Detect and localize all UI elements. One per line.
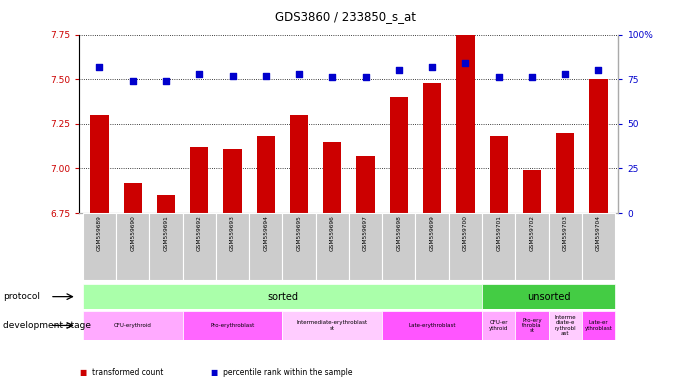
Text: GSM559701: GSM559701 [496, 215, 501, 251]
Bar [556, 133, 574, 213]
Text: GSM559697: GSM559697 [363, 215, 368, 251]
Text: GSM559692: GSM559692 [197, 215, 202, 251]
Bar [216, 213, 249, 280]
Text: Interme
diate-e
rythrobl
ast: Interme diate-e rythrobl ast [554, 315, 576, 336]
Point [360, 74, 371, 81]
Bar [390, 97, 408, 213]
Bar [190, 147, 209, 213]
Bar [323, 142, 341, 213]
Point [94, 64, 105, 70]
Text: CFU-er
ythroid: CFU-er ythroid [489, 320, 509, 331]
Point [227, 73, 238, 79]
Text: ■: ■ [79, 368, 86, 377]
Point [426, 64, 437, 70]
Text: protocol: protocol [3, 292, 41, 301]
Text: development stage: development stage [3, 321, 91, 330]
Text: GSM559695: GSM559695 [296, 215, 301, 251]
Text: GSM559698: GSM559698 [397, 215, 401, 251]
Bar [489, 136, 508, 213]
Point [527, 74, 538, 81]
Text: CFU-erythroid: CFU-erythroid [114, 323, 151, 328]
Bar [523, 170, 541, 213]
Bar [456, 35, 475, 213]
Bar [482, 311, 515, 340]
Bar [515, 311, 549, 340]
Text: GSM559700: GSM559700 [463, 215, 468, 251]
Point [560, 71, 571, 77]
Text: unsorted: unsorted [527, 291, 570, 302]
Bar [124, 183, 142, 213]
Text: GSM559696: GSM559696 [330, 215, 335, 251]
Point [294, 71, 305, 77]
Text: Late-er
ythroblast: Late-er ythroblast [585, 320, 612, 331]
Bar [83, 213, 116, 280]
Bar [316, 213, 349, 280]
Text: Pro-erythroblast: Pro-erythroblast [210, 323, 255, 328]
Text: GSM559691: GSM559691 [164, 215, 169, 251]
Text: transformed count: transformed count [92, 368, 163, 377]
Bar [223, 149, 242, 213]
Text: GSM559690: GSM559690 [130, 215, 135, 251]
Text: GSM559699: GSM559699 [430, 215, 435, 251]
Text: sorted: sorted [267, 291, 298, 302]
Point [393, 67, 404, 73]
Bar [382, 311, 482, 340]
Bar [423, 83, 442, 213]
Point [193, 71, 205, 77]
Point [127, 78, 138, 84]
Bar [349, 213, 382, 280]
Text: GSM559689: GSM559689 [97, 215, 102, 251]
Text: Intermediate-erythroblast
st: Intermediate-erythroblast st [296, 320, 368, 331]
Bar [415, 213, 448, 280]
Text: Pro-ery
throbla
st: Pro-ery throbla st [522, 318, 542, 333]
Bar [249, 213, 283, 280]
Point [327, 74, 338, 81]
Bar [357, 156, 375, 213]
Bar [83, 284, 482, 309]
Text: GSM559694: GSM559694 [263, 215, 268, 251]
Point [261, 73, 272, 79]
Point [460, 60, 471, 66]
Point [160, 78, 171, 84]
Bar [283, 213, 316, 280]
Bar [582, 213, 615, 280]
Bar [182, 213, 216, 280]
Bar [157, 195, 175, 213]
Bar [589, 79, 607, 213]
Text: GSM559693: GSM559693 [230, 215, 235, 251]
Bar [582, 311, 615, 340]
Bar [549, 213, 582, 280]
Bar [448, 213, 482, 280]
Text: Late-erythroblast: Late-erythroblast [408, 323, 456, 328]
Bar [83, 311, 182, 340]
Text: GSM559702: GSM559702 [529, 215, 534, 251]
Bar [482, 213, 515, 280]
Bar [549, 311, 582, 340]
Bar [149, 213, 182, 280]
Bar [382, 213, 415, 280]
Bar [515, 213, 549, 280]
Text: GSM559704: GSM559704 [596, 215, 601, 251]
Point [593, 67, 604, 73]
Bar [482, 284, 615, 309]
Bar [182, 311, 283, 340]
Text: ■: ■ [211, 368, 218, 377]
Text: GSM559703: GSM559703 [562, 215, 568, 251]
Bar [290, 115, 308, 213]
Bar [256, 136, 275, 213]
Text: percentile rank within the sample: percentile rank within the sample [223, 368, 352, 377]
Bar [116, 213, 149, 280]
Point [493, 74, 504, 81]
Text: GDS3860 / 233850_s_at: GDS3860 / 233850_s_at [275, 10, 416, 23]
Bar [283, 311, 382, 340]
Bar [91, 115, 108, 213]
